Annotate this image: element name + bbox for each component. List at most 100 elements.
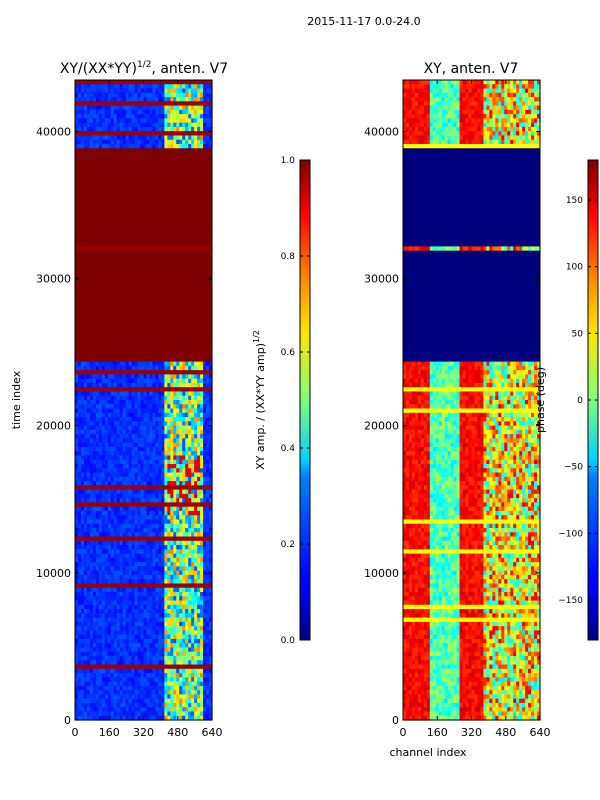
heatmap-cell: [173, 702, 177, 708]
heatmap-cell: [140, 451, 145, 457]
heatmap-cell: [191, 634, 195, 640]
heatmap-cell: [173, 455, 177, 461]
heatmap-cell: [182, 498, 186, 503]
heatmap-cell: [101, 144, 106, 149]
heatmap-cell: [504, 88, 508, 94]
heatmap-cell: [140, 664, 145, 670]
heatmap-cell: [194, 370, 198, 375]
heatmap-cell: [170, 690, 174, 695]
heatmap-cell: [179, 408, 183, 414]
heatmap-cell: [104, 545, 109, 550]
heatmap-cell: [92, 361, 97, 367]
heatmap-cell: [89, 570, 94, 576]
heatmap-cell: [113, 698, 118, 704]
heatmap-cell: [80, 643, 85, 649]
heatmap-cell: [203, 621, 207, 627]
heatmap-cell: [125, 630, 130, 636]
heatmap-cell: [155, 609, 159, 614]
heatmap-cell: [453, 92, 458, 98]
heatmap-cell: [140, 609, 145, 614]
heatmap-cell: [92, 493, 97, 499]
heatmap-cell: [426, 84, 431, 90]
heatmap-cell: [206, 711, 210, 717]
heatmap-cell: [77, 613, 82, 619]
heatmap-cell: [107, 429, 112, 435]
heatmap-row-saturated: [75, 148, 212, 154]
heatmap-cell: [128, 472, 133, 478]
heatmap-cell: [194, 515, 198, 521]
heatmap-cell: [134, 417, 139, 422]
heatmap-cell: [143, 476, 148, 482]
heatmap-cell: [75, 417, 79, 422]
heatmap-cell: [110, 540, 115, 546]
heatmap-cell: [453, 88, 458, 94]
heatmap-cell: [155, 400, 159, 405]
heatmap-cell: [77, 118, 82, 124]
heatmap-cell: [206, 97, 210, 102]
heatmap-cell: [179, 690, 183, 695]
heatmap-cell: [504, 92, 508, 98]
heatmap-cell: [95, 600, 100, 606]
heatmap-cell: [191, 638, 195, 644]
heatmap-cell: [188, 647, 192, 653]
heatmap-cell: [128, 476, 133, 482]
heatmap-cell: [167, 84, 171, 90]
heatmap-cell: [125, 144, 130, 149]
heatmap-cell: [152, 485, 157, 491]
heatmap-cell: [107, 144, 112, 149]
heatmap-cell: [125, 80, 130, 85]
heatmap-cell: [83, 536, 88, 542]
heatmap-cell: [80, 361, 85, 367]
heatmap-cell: [143, 442, 148, 448]
heatmap-cell: [203, 374, 207, 380]
heatmap-cell: [179, 643, 183, 649]
heatmap-cell: [122, 438, 127, 444]
heatmap-cell: [137, 711, 142, 717]
heatmap-cell: [107, 562, 112, 567]
heatmap-cell: [206, 634, 210, 640]
heatmap-cell: [209, 88, 213, 94]
heatmap-cell: [194, 638, 198, 644]
heatmap-cell: [128, 144, 133, 149]
heatmap-cell: [197, 690, 201, 695]
heatmap-cell: [155, 493, 159, 499]
heatmap-cell: [98, 446, 103, 452]
heatmap-cell: [206, 481, 210, 486]
heatmap-cell: [465, 80, 470, 85]
heatmap-cell: [137, 485, 142, 491]
heatmap-cell: [89, 600, 94, 606]
heatmap-cell: [140, 656, 145, 661]
heatmap-cell: [143, 570, 148, 576]
heatmap-cell: [161, 715, 165, 721]
heatmap-cell: [146, 404, 151, 410]
heatmap-cell: [137, 374, 142, 380]
heatmap-cell: [77, 506, 82, 512]
heatmap-cell: [185, 638, 189, 644]
heatmap-cell: [95, 378, 100, 384]
heatmap-cell: [80, 651, 85, 657]
heatmap-cell: [86, 374, 91, 380]
heatmap-cell: [152, 361, 157, 367]
heatmap-cell: [107, 476, 112, 482]
heatmap-cell: [167, 122, 171, 128]
heatmap-cell: [110, 468, 115, 474]
heatmap-cell: [146, 702, 151, 708]
heatmap-cell: [110, 651, 115, 657]
heatmap-cell: [185, 126, 189, 132]
heatmap-cell: [107, 246, 112, 252]
heatmap-cell: [173, 557, 177, 563]
heatmap-cell: [143, 592, 148, 597]
heatmap-cell: [77, 557, 82, 563]
heatmap-cell: [113, 382, 118, 388]
heatmap-cell: [80, 519, 85, 525]
heatmap-cell: [92, 596, 97, 602]
heatmap-cell: [119, 536, 124, 542]
heatmap-cell: [77, 80, 82, 85]
heatmap-cell: [140, 417, 145, 422]
heatmap-cell: [173, 412, 177, 418]
heatmap-cell: [152, 395, 157, 401]
heatmap-cell: [179, 634, 183, 640]
heatmap-cell: [149, 446, 154, 452]
heatmap-cell: [170, 472, 174, 478]
heatmap-cell: [167, 660, 171, 666]
